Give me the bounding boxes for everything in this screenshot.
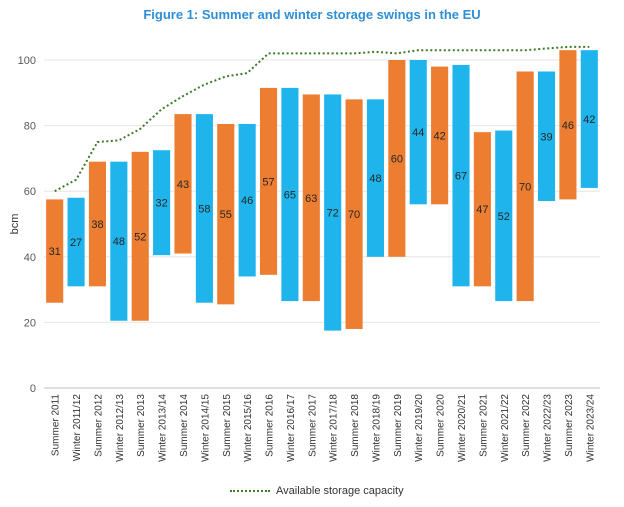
bars <box>46 50 598 331</box>
x-tick-label: Winter 2015/16 <box>243 394 254 462</box>
y-axis-ticks: 0 20 40 60 80 100 <box>18 55 36 395</box>
bar-winter <box>281 87 299 302</box>
x-tick-label: Winter 2011/12 <box>72 394 83 462</box>
bar-labels: 31 27 38 48 52 32 43 58 55 46 57 65 63 72 70 48 60 44 42 67… <box>49 114 596 258</box>
bar-value-label: 38 <box>91 219 103 231</box>
bar-summer <box>345 99 363 329</box>
x-axis-ticks: Summer 2011 Winter 2011/12 Summer 2012 Wint… <box>51 394 597 462</box>
bar-value-label: 60 <box>391 153 403 165</box>
bar-value-label: 48 <box>369 173 381 185</box>
bar-value-label: 52 <box>498 211 510 223</box>
x-tick-label: Summer 2015 <box>222 394 233 457</box>
bar-summer <box>174 114 192 254</box>
bar-value-label: 42 <box>583 114 595 126</box>
x-tick-label: Summer 2016 <box>265 394 276 457</box>
bar-value-label: 70 <box>519 181 531 193</box>
bar-summer <box>46 199 64 303</box>
bar-value-label: 57 <box>262 176 274 188</box>
x-tick-label: Winter 2017/18 <box>329 394 340 462</box>
x-tick-label: Summer 2022 <box>521 394 532 457</box>
bar-winter <box>153 150 171 256</box>
bar-summer <box>473 132 491 287</box>
bar-value-label: 46 <box>562 120 574 132</box>
y-tick-label: 20 <box>24 317 36 329</box>
bar-value-label: 44 <box>412 127 424 139</box>
x-tick-label: Winter 2021/22 <box>500 394 511 462</box>
bar-value-label: 31 <box>49 246 61 258</box>
bar-winter <box>110 161 128 321</box>
bar-winter <box>238 123 256 277</box>
y-axis-label: bcm <box>9 214 21 235</box>
capacity-line-group <box>54 45 590 193</box>
bar-value-label: 70 <box>348 209 360 221</box>
x-tick-label: Winter 2020/21 <box>457 394 468 462</box>
bar-summer <box>217 123 235 305</box>
x-tick-label: Summer 2023 <box>564 394 575 457</box>
bar-value-label: 46 <box>241 195 253 207</box>
bar-winter <box>67 197 85 287</box>
bar-winter <box>580 50 598 188</box>
legend-capacity-label: Available storage capacity <box>276 485 404 497</box>
x-tick-label: Winter 2019/20 <box>414 394 425 462</box>
bar-value-label: 72 <box>327 208 339 220</box>
bar-summer <box>259 87 278 275</box>
bar-summer <box>388 60 406 257</box>
bar-value-label: 52 <box>134 231 146 243</box>
bar-summer <box>302 94 320 302</box>
bar-summer <box>559 50 577 200</box>
capacity-line <box>54 45 590 193</box>
bar-summer <box>516 71 534 302</box>
x-tick-label: Summer 2014 <box>179 394 190 457</box>
x-tick-label: Winter 2013/14 <box>158 394 169 462</box>
bar-winter <box>195 114 213 303</box>
bar-value-label: 32 <box>155 198 167 210</box>
x-tick-label: Summer 2019 <box>393 394 404 457</box>
x-tick-label: Summer 2011 <box>51 394 62 457</box>
x-tick-label: Winter 2014/15 <box>200 394 211 462</box>
x-tick-label: Winter 2012/13 <box>115 394 126 462</box>
x-tick-label: Winter 2022/23 <box>543 394 554 462</box>
y-tick-label: 0 <box>30 383 36 395</box>
bar-summer <box>431 66 449 205</box>
chart-title: Figure 1: Summer and winter storage swin… <box>143 7 481 22</box>
x-tick-label: Summer 2020 <box>436 394 447 457</box>
legend: Available storage capacity <box>230 485 404 497</box>
y-tick-label: 100 <box>18 55 36 67</box>
x-tick-label: Summer 2018 <box>350 394 361 457</box>
bar-value-label: 47 <box>476 204 488 216</box>
y-tick-label: 40 <box>24 252 36 264</box>
x-tick-label: Summer 2017 <box>307 394 318 457</box>
legend-capacity-swatch <box>230 490 270 492</box>
bar-winter <box>409 60 427 205</box>
bar-winter <box>537 71 556 202</box>
bar-value-label: 39 <box>540 131 552 143</box>
y-tick-label: 60 <box>24 186 36 198</box>
bar-value-label: 55 <box>220 209 232 221</box>
x-tick-label: Summer 2021 <box>478 394 489 457</box>
bar-value-label: 65 <box>284 189 296 201</box>
y-tick-label: 80 <box>24 121 36 133</box>
bar-winter <box>324 94 342 331</box>
x-tick-label: Winter 2018/19 <box>371 394 382 462</box>
x-tick-label: Summer 2012 <box>93 394 104 457</box>
bar-value-label: 48 <box>113 236 125 248</box>
bar-value-label: 63 <box>305 193 317 205</box>
x-tick-label: Winter 2023/24 <box>585 394 596 462</box>
bar-value-label: 43 <box>177 179 189 191</box>
bar-value-label: 67 <box>455 171 467 183</box>
bar-summer <box>131 151 149 321</box>
bar-value-label: 58 <box>198 203 210 215</box>
bar-winter <box>495 130 513 302</box>
bar-winter <box>452 64 470 287</box>
bar-value-label: 42 <box>433 130 445 142</box>
bar-value-label: 27 <box>70 237 82 249</box>
x-tick-label: Summer 2013 <box>136 394 147 457</box>
bar-summer <box>88 161 107 287</box>
x-tick-label: Winter 2016/17 <box>286 394 297 462</box>
bar-winter <box>366 99 385 257</box>
